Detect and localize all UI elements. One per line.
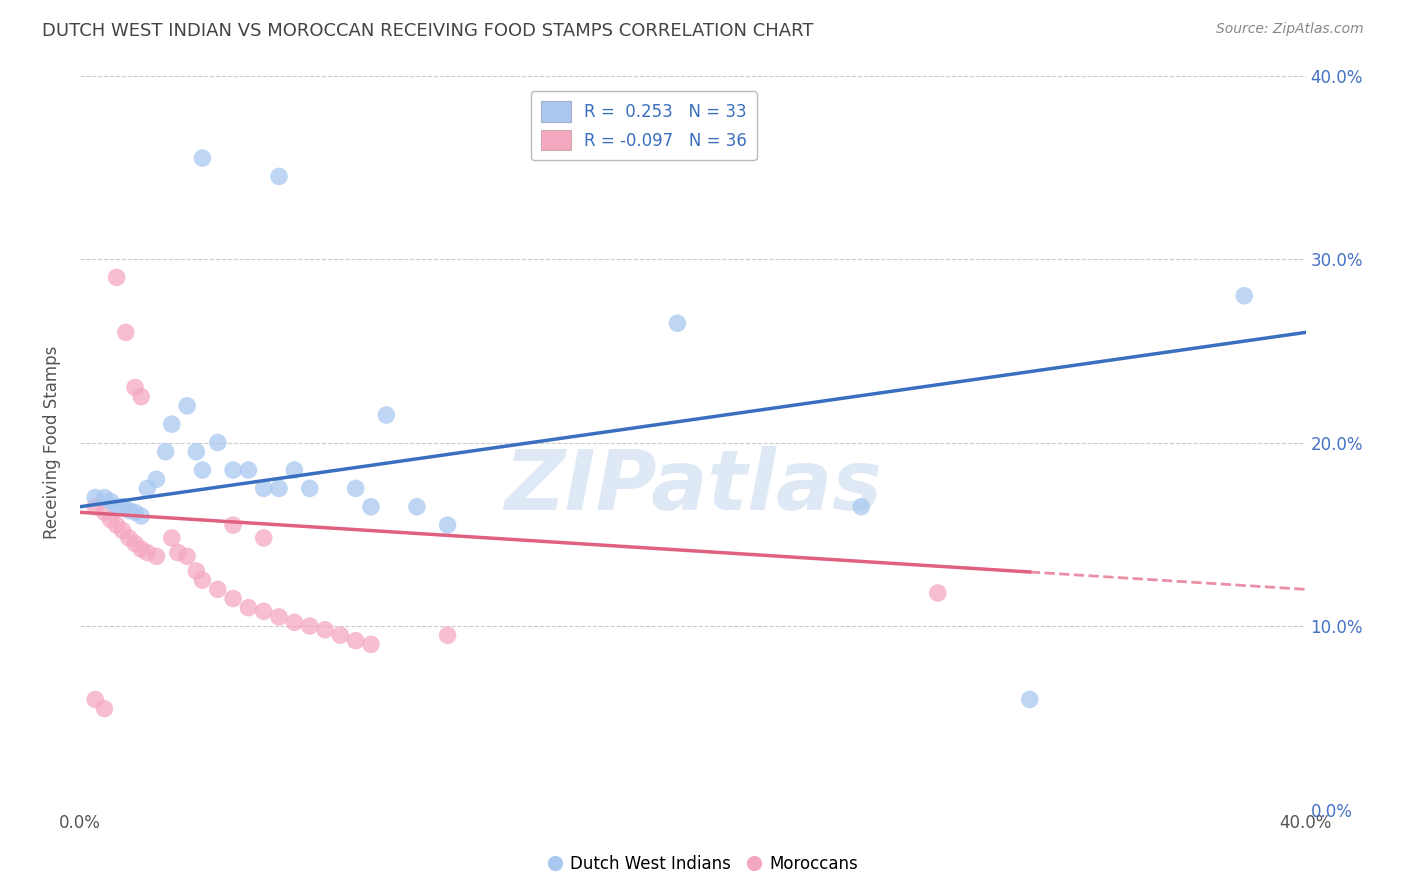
Point xyxy=(283,615,305,630)
Point xyxy=(222,591,245,606)
Point xyxy=(253,531,276,545)
Point xyxy=(314,623,336,637)
Point xyxy=(191,573,214,587)
Point xyxy=(167,546,190,560)
Point xyxy=(136,546,159,560)
Point xyxy=(93,701,115,715)
Point xyxy=(207,582,229,597)
Point xyxy=(207,435,229,450)
Point xyxy=(191,463,214,477)
Point xyxy=(375,408,398,422)
Point xyxy=(666,316,689,330)
Point xyxy=(1233,289,1256,303)
Point xyxy=(111,500,134,514)
Point xyxy=(93,505,115,519)
Point xyxy=(360,500,382,514)
Point xyxy=(93,491,115,505)
Point xyxy=(186,444,208,458)
Point xyxy=(100,513,122,527)
Point xyxy=(155,444,177,458)
Point xyxy=(267,169,290,184)
Point xyxy=(283,463,305,477)
Point xyxy=(1018,692,1040,706)
Point xyxy=(344,633,367,648)
Point xyxy=(186,564,208,578)
Text: Source: ZipAtlas.com: Source: ZipAtlas.com xyxy=(1216,22,1364,37)
Point xyxy=(136,482,159,496)
Point xyxy=(84,692,107,706)
Point xyxy=(129,508,152,523)
Point xyxy=(118,503,141,517)
Point xyxy=(176,549,198,564)
Point xyxy=(111,524,134,538)
Text: DUTCH WEST INDIAN VS MOROCCAN RECEIVING FOOD STAMPS CORRELATION CHART: DUTCH WEST INDIAN VS MOROCCAN RECEIVING … xyxy=(42,22,814,40)
Y-axis label: Receiving Food Stamps: Receiving Food Stamps xyxy=(44,346,60,540)
Point xyxy=(160,531,183,545)
Point xyxy=(344,482,367,496)
Point xyxy=(176,399,198,413)
Point xyxy=(105,518,128,533)
Point xyxy=(124,505,146,519)
Point xyxy=(238,600,260,615)
Point xyxy=(124,380,146,394)
Point xyxy=(253,604,276,618)
Point xyxy=(329,628,352,642)
Point xyxy=(298,482,321,496)
Point xyxy=(222,518,245,533)
Point xyxy=(298,619,321,633)
Point xyxy=(118,531,141,545)
Point xyxy=(927,586,949,600)
Point xyxy=(124,536,146,550)
Point xyxy=(267,482,290,496)
Point xyxy=(222,463,245,477)
Point xyxy=(406,500,429,514)
Point xyxy=(129,390,152,404)
Point xyxy=(105,270,128,285)
Point xyxy=(129,541,152,556)
Point xyxy=(84,491,107,505)
Point xyxy=(267,610,290,624)
Point xyxy=(114,326,136,340)
Point xyxy=(84,500,107,514)
Point xyxy=(160,417,183,432)
Point xyxy=(191,151,214,165)
Point xyxy=(238,463,260,477)
Point xyxy=(436,628,458,642)
Legend: R =  0.253   N = 33, R = -0.097   N = 36: R = 0.253 N = 33, R = -0.097 N = 36 xyxy=(530,91,756,161)
Point xyxy=(145,472,167,486)
Text: ZIPatlas: ZIPatlas xyxy=(503,446,882,527)
Point xyxy=(360,637,382,651)
Point xyxy=(105,500,128,514)
Point xyxy=(100,494,122,508)
Point xyxy=(253,482,276,496)
Point xyxy=(436,518,458,533)
Point xyxy=(145,549,167,564)
Legend: Dutch West Indians, Moroccans: Dutch West Indians, Moroccans xyxy=(541,848,865,880)
Point xyxy=(851,500,873,514)
